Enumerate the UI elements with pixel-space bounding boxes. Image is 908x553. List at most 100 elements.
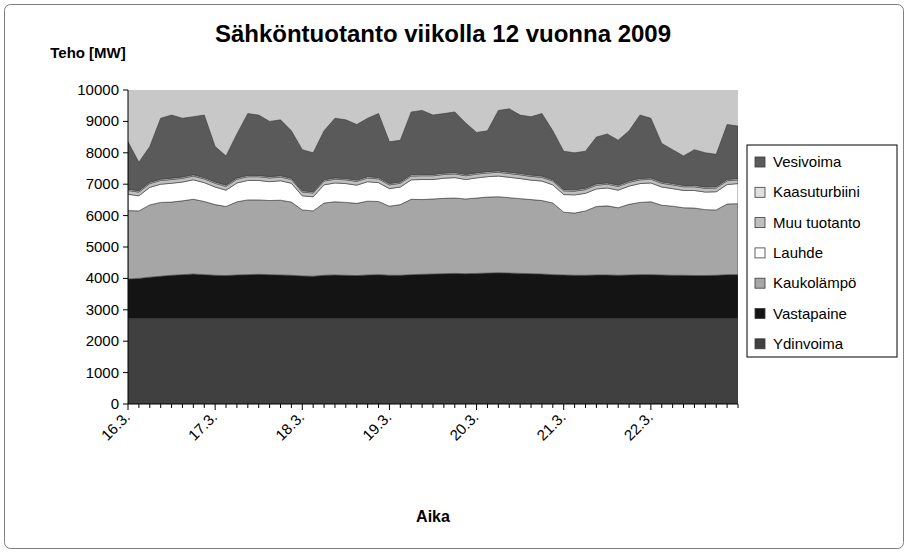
x-tick	[454, 404, 455, 408]
legend-label: Kaukolämpö	[773, 274, 856, 291]
x-tick	[672, 404, 673, 408]
x-tick	[563, 404, 564, 410]
x-tick-label: 18.3.	[272, 408, 308, 444]
x-tick	[356, 404, 357, 408]
x-tick	[727, 404, 728, 408]
x-tick	[345, 404, 346, 408]
x-tick	[596, 404, 597, 408]
legend-swatch	[755, 157, 765, 167]
x-tick	[324, 404, 325, 408]
legend: Vesivoima Kaasuturbiini Muu tuotanto Lauhde…	[747, 145, 897, 357]
legend-swatch	[755, 187, 765, 197]
x-tick	[661, 404, 662, 408]
area-series	[128, 319, 738, 404]
x-tick	[182, 404, 183, 408]
x-tick-label: 16.3.	[98, 408, 134, 444]
x-tick-label: 21.3.	[533, 408, 569, 444]
plot-background	[128, 90, 738, 404]
x-tick	[204, 404, 205, 408]
y-tick-label: 2000	[86, 332, 119, 349]
x-tick	[269, 404, 270, 408]
area-series	[128, 273, 738, 319]
x-tick	[400, 404, 401, 408]
y-tick	[123, 278, 128, 279]
legend-swatch	[755, 309, 765, 319]
area-series	[128, 197, 738, 279]
x-tick-label: 17.3.	[185, 408, 221, 444]
x-tick	[629, 404, 630, 408]
x-tick	[476, 404, 477, 410]
x-tick	[574, 404, 575, 408]
x-tick	[552, 404, 553, 408]
y-tick-label: 10000	[77, 81, 119, 98]
x-tick	[149, 404, 150, 408]
title: Sähköntuotanto viikolla 12 vuonna 2009	[215, 20, 671, 47]
x-tick	[585, 404, 586, 408]
x-tick	[541, 404, 542, 408]
x-tick	[128, 404, 129, 410]
x-tick	[302, 404, 303, 410]
legend-label: Ydinvoima	[773, 335, 844, 352]
y-tick-label: 5000	[86, 238, 119, 255]
legend-label: Vesivoima	[773, 153, 842, 170]
y-axis-label: Teho [MW]	[50, 44, 126, 61]
legend-label: Muu tuotanto	[773, 214, 861, 231]
y-tick	[123, 341, 128, 342]
x-tick	[683, 404, 684, 408]
x-tick	[226, 404, 227, 408]
x-tick-label: 22.3.	[620, 408, 656, 444]
y-tick	[123, 309, 128, 310]
x-tick	[389, 404, 390, 410]
y-tick	[123, 121, 128, 122]
y-tick-label: 7000	[86, 175, 119, 192]
y-tick-label: 3000	[86, 301, 119, 318]
legend-label: Vastapaine	[773, 305, 847, 322]
chart: 0 1000 2000 3000 4000 5000 6000 7000 8000 9000 100…	[0, 0, 908, 553]
x-tick	[650, 404, 651, 410]
x-tick	[738, 404, 739, 408]
y-tick	[123, 372, 128, 373]
x-tick	[247, 404, 248, 408]
y-tick-label: 1000	[86, 364, 119, 381]
x-tick	[280, 404, 281, 408]
x-tick	[367, 404, 368, 408]
y-tick	[123, 404, 128, 405]
y-tick-label: 0	[111, 395, 119, 412]
x-tick	[509, 404, 510, 408]
x-tick	[639, 404, 640, 408]
y-tick	[123, 247, 128, 248]
legend-swatch	[755, 339, 765, 349]
x-tick	[138, 404, 139, 408]
x-tick	[411, 404, 412, 408]
x-tick	[334, 404, 335, 408]
areas	[128, 109, 738, 404]
x-tick	[193, 404, 194, 408]
chart-frame	[5, 5, 904, 549]
x-tick	[716, 404, 717, 408]
x-tick	[618, 404, 619, 408]
y-tick-label: 9000	[86, 112, 119, 129]
x-axis-label: Aika	[416, 508, 450, 525]
legend-label: Lauhde	[773, 244, 823, 261]
x-tick	[694, 404, 695, 408]
legend-swatch	[755, 218, 765, 228]
legend-box	[747, 145, 897, 357]
x-tick-label: 20.3.	[446, 408, 482, 444]
x-tick	[520, 404, 521, 408]
y-tick	[123, 215, 128, 216]
legend-label: Kaasuturbiini	[773, 183, 860, 200]
x-tick-label: 19.3.	[359, 408, 395, 444]
x-tick	[171, 404, 172, 408]
x-tick	[498, 404, 499, 408]
y-tick	[123, 184, 128, 185]
y-tick-label: 4000	[86, 269, 119, 286]
y-tick	[123, 90, 128, 91]
x-tick	[160, 404, 161, 408]
x-tick	[215, 404, 216, 410]
x-tick	[258, 404, 259, 408]
x-tick	[487, 404, 488, 408]
y-tick-label: 8000	[86, 144, 119, 161]
x-tick	[291, 404, 292, 408]
x-tick	[378, 404, 379, 408]
y-tick-label: 6000	[86, 207, 119, 224]
